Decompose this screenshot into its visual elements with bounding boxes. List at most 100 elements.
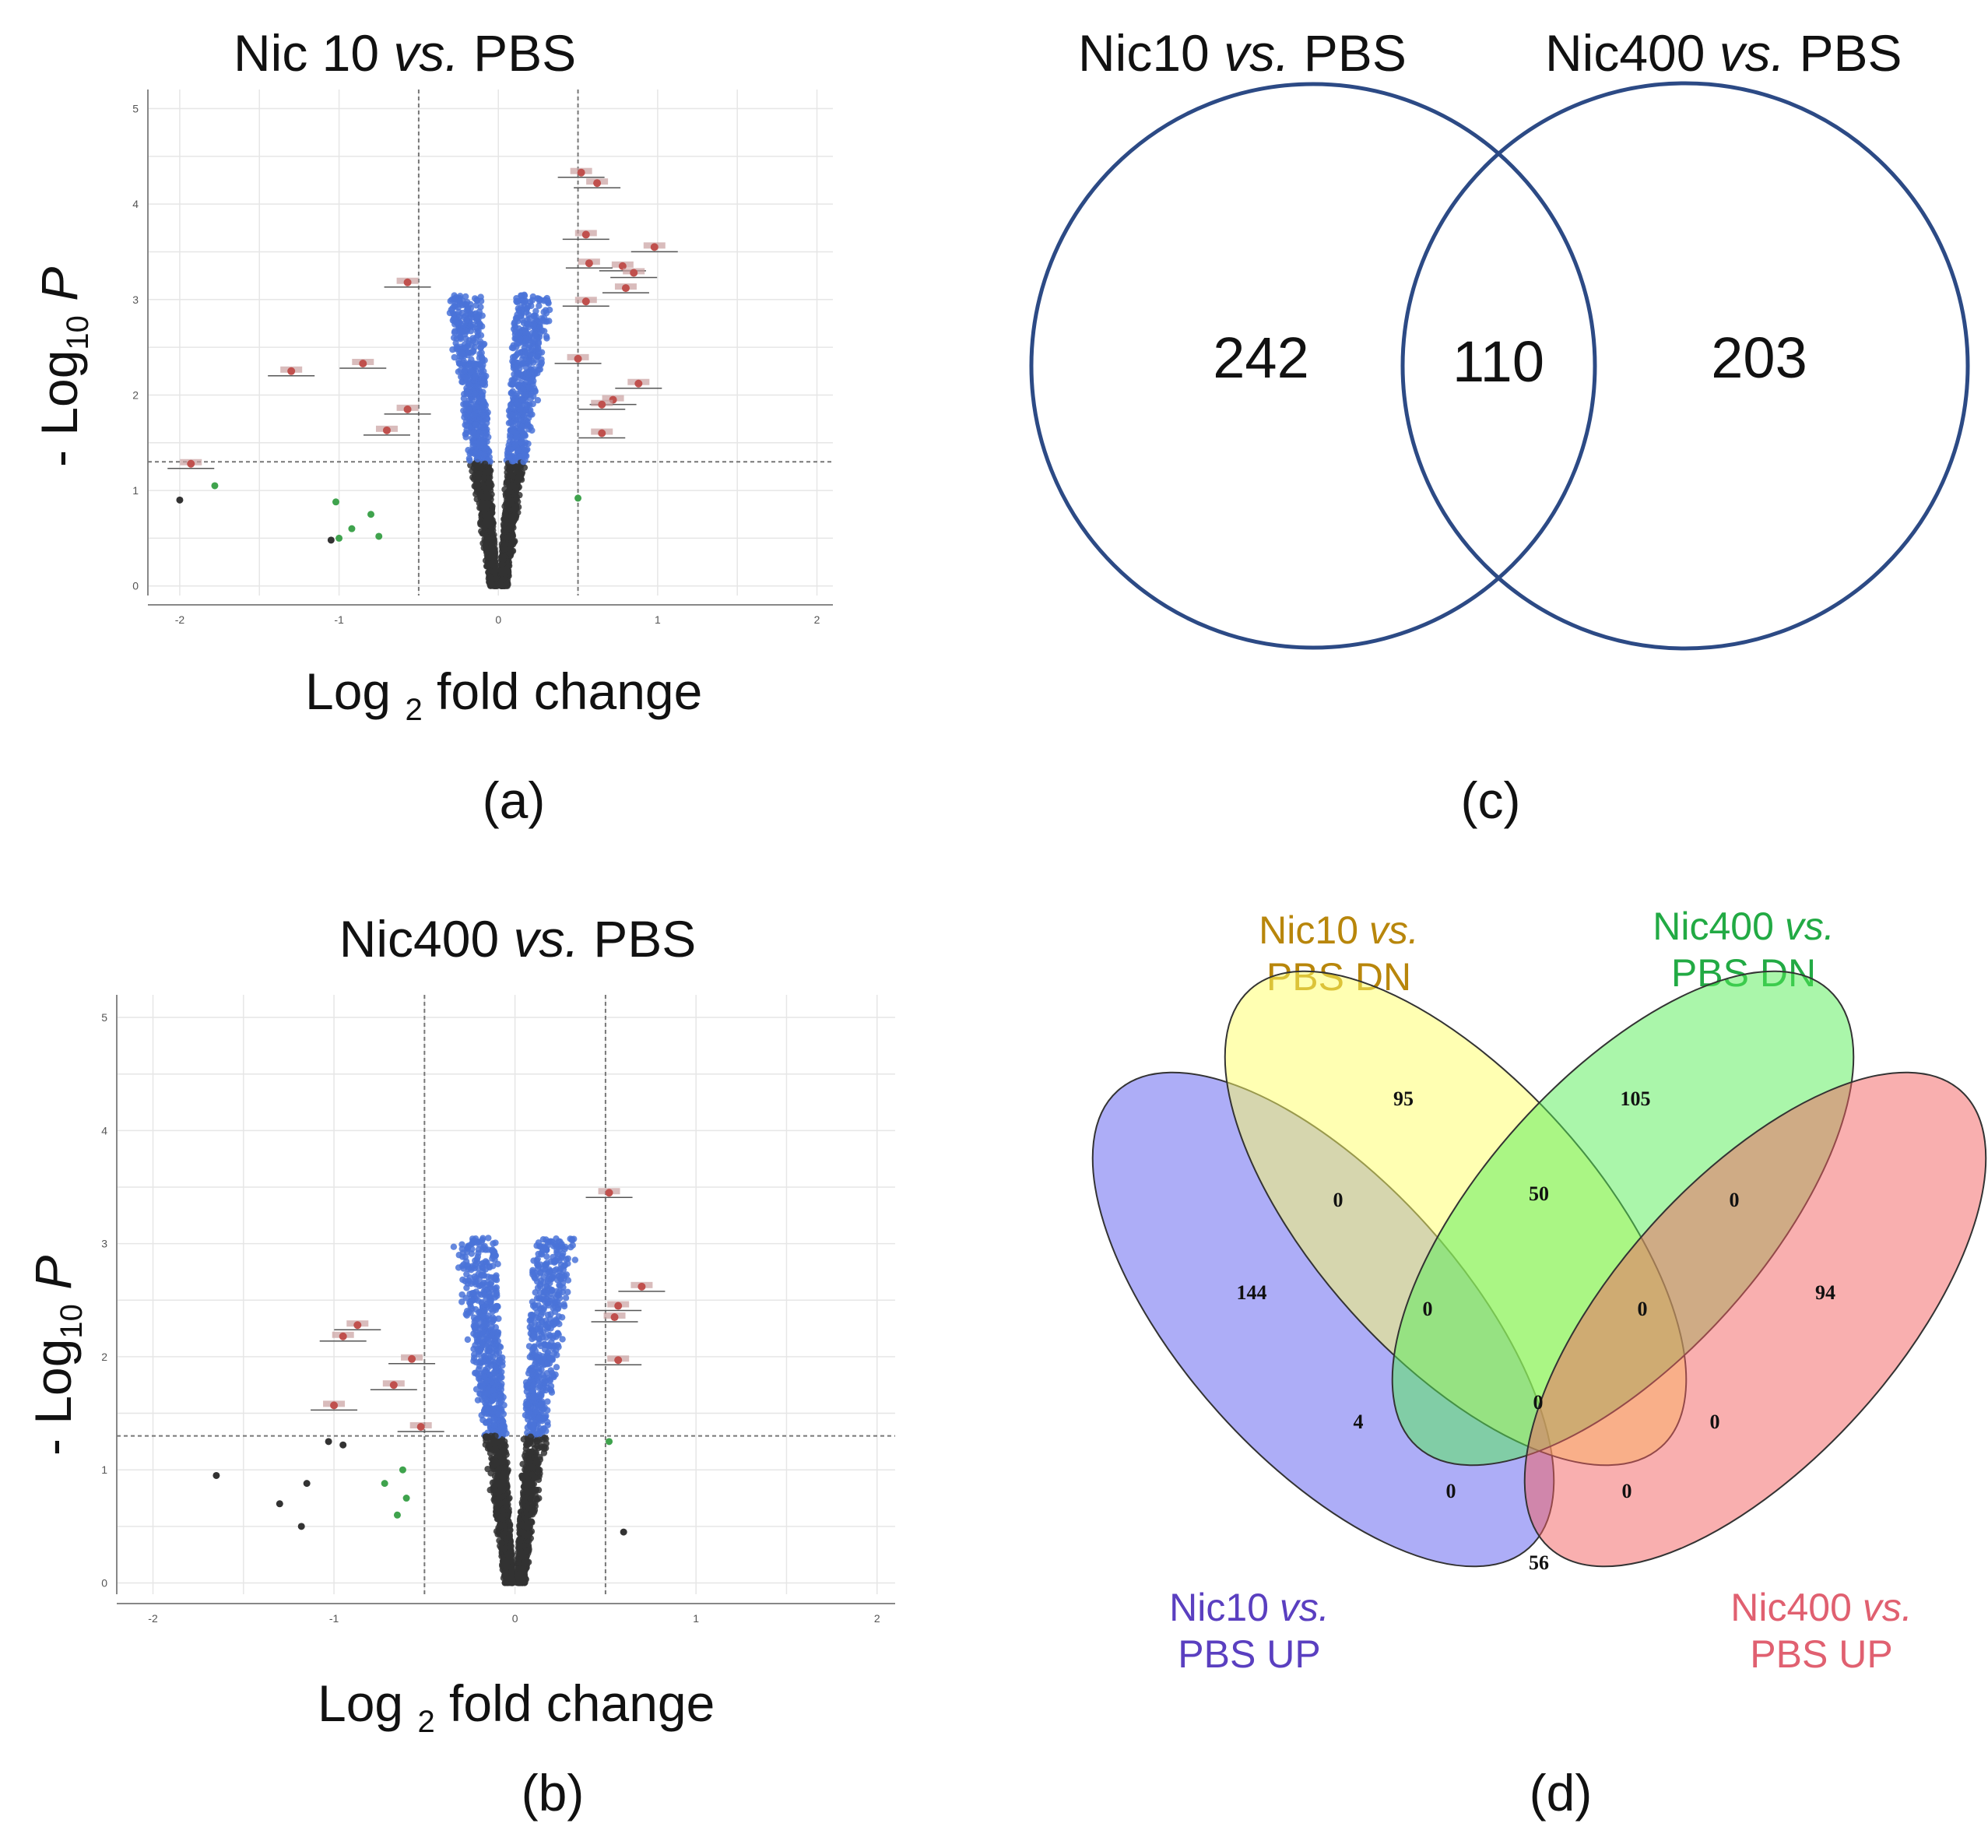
panel-b-point	[530, 1257, 537, 1264]
panel-a-grey-point	[176, 496, 184, 504]
panel-a-point	[486, 554, 493, 561]
panel-b-point	[468, 1250, 476, 1257]
panel-a-point	[472, 421, 480, 429]
panel-b-point	[536, 1289, 544, 1296]
panel-a-point	[511, 323, 519, 330]
panel-a-point	[475, 482, 482, 489]
panel-b-point	[487, 1280, 495, 1287]
panel-a-point	[472, 361, 479, 368]
panel-b-y-tick: 1	[101, 1463, 107, 1476]
panel-b-point	[458, 1298, 465, 1305]
panel-a-point	[460, 395, 468, 402]
panel-a-x-tick: -1	[334, 613, 344, 626]
panel-a-point	[513, 294, 520, 302]
panel-b-point	[536, 1470, 543, 1477]
panel-a-labelled-point	[574, 354, 582, 363]
panel-a-point	[520, 458, 527, 466]
panel-a-point	[466, 457, 473, 464]
panel-a-point	[467, 311, 475, 318]
panel-a-point	[479, 411, 487, 419]
panel-a-point	[515, 446, 522, 454]
panel-a-point	[467, 400, 474, 407]
panel-a-point	[508, 517, 515, 524]
panel-a-point	[476, 321, 483, 328]
panel-b-point	[544, 1407, 551, 1414]
panel-a-point	[465, 349, 472, 357]
panel-b-point	[485, 1235, 492, 1242]
panel-a-point	[483, 501, 491, 508]
panel-b-point	[458, 1291, 465, 1298]
panel-a-point	[474, 332, 482, 339]
panel-a-point	[501, 545, 509, 553]
panel-a-point	[523, 304, 531, 312]
panel-a-point	[542, 307, 550, 314]
panel-a-y-tick: 4	[132, 198, 139, 210]
panel-a-point	[535, 339, 543, 346]
panel-a-point	[517, 406, 524, 413]
panel-b-point	[569, 1242, 576, 1249]
panel-a-green-point	[348, 525, 356, 532]
panel-b-y-tick: 0	[101, 1576, 107, 1589]
panel-a-point	[477, 304, 484, 311]
panel-a-point	[505, 540, 512, 547]
panel-b-point	[537, 1270, 544, 1277]
panel-b-points	[212, 1188, 666, 1586]
panel-b-y-tick: 2	[101, 1351, 107, 1363]
panel-a-y-tick: 0	[132, 580, 139, 592]
panel-a-point	[477, 366, 484, 374]
panel-b-x-tick: 0	[512, 1612, 518, 1625]
panel-a-y-tick: 2	[132, 388, 139, 401]
panel-b-point	[526, 1323, 534, 1331]
panel-b-x-tick: -1	[329, 1612, 339, 1625]
panel-a-point	[534, 370, 541, 377]
panel-a-point	[481, 460, 489, 468]
panel-a-x-tick: 2	[814, 613, 820, 626]
panel-a-point	[531, 332, 539, 339]
panel-b-point	[536, 1295, 543, 1302]
panel-a-point	[500, 556, 507, 564]
panel-b-point	[553, 1235, 560, 1242]
panel-a-point	[529, 427, 536, 434]
panel-a-point	[518, 309, 525, 317]
panel-a-point	[460, 407, 467, 414]
panel-b-point	[556, 1295, 564, 1302]
panel-a-point	[522, 328, 529, 335]
panel-a-point	[490, 531, 497, 539]
panel-a-point	[488, 574, 495, 582]
panel-a-point	[524, 402, 531, 409]
panel-a-title: Nic 10 vs. PBS	[234, 24, 577, 82]
panel-b-point	[497, 1516, 504, 1523]
panel-b-point	[466, 1274, 474, 1281]
panel-a-point	[484, 469, 491, 476]
panel-a-point	[479, 357, 486, 364]
panel-a-point	[453, 319, 460, 327]
panel-a-point	[513, 360, 521, 367]
panel-b-y-tick: 5	[101, 1011, 107, 1024]
panel-a-point	[536, 302, 543, 310]
panel-b-point	[529, 1500, 536, 1508]
panel-b-point	[478, 1282, 485, 1289]
panel-a-labelled-point	[382, 426, 391, 434]
panel-b-point	[499, 1361, 506, 1369]
panel-a-point	[522, 391, 529, 398]
panel-a-ylabel: - Log10 P	[30, 266, 95, 467]
panel-a-green-point	[367, 511, 375, 518]
panel-a-point	[473, 496, 480, 503]
panel-b-point	[555, 1344, 562, 1351]
panel-a-labelled-point	[585, 259, 593, 268]
panel-a-point	[507, 427, 515, 434]
panel-a-point	[479, 388, 486, 395]
panel-a-point	[518, 423, 525, 430]
panel-b-title: Nic400 vs. PBS	[339, 910, 697, 968]
panel-b-point	[537, 1277, 545, 1284]
panel-a-point	[498, 561, 505, 569]
panel-a-point	[469, 411, 477, 419]
panel-b-x-tick: -2	[148, 1612, 158, 1625]
panel-a-point	[503, 534, 511, 542]
panel-b-point	[491, 1392, 499, 1399]
panel-a-point	[493, 575, 500, 582]
panel-a-point	[534, 396, 542, 404]
panel-a-labelled-point	[630, 269, 638, 277]
panel-a-point	[522, 339, 529, 346]
panel-a-point	[537, 361, 545, 368]
